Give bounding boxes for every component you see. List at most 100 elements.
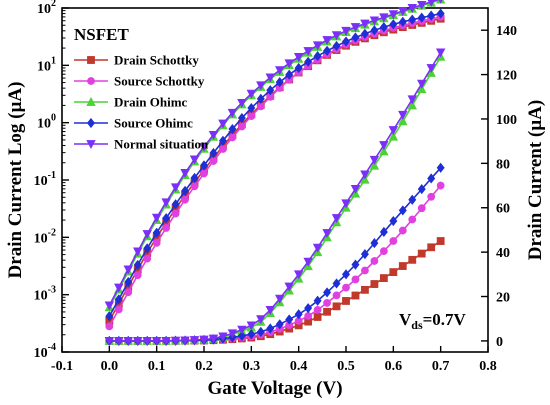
- x-tick-label: 0.5: [337, 359, 355, 374]
- series-linear-point: [360, 249, 369, 260]
- series-log-point: [142, 230, 152, 240]
- x-axis-ticks: -0.1 0.0 0.1 0.2 0.3 0.4 0.5 0.6 0.7 0.8: [51, 346, 497, 374]
- legend-label: Source Schottky: [114, 74, 205, 89]
- series-linear-point: [407, 95, 417, 105]
- series-log-point: [369, 16, 380, 26]
- y-left-tick-exp: -1: [48, 170, 56, 181]
- series-log-point: [124, 288, 133, 297]
- series-log-point: [181, 195, 189, 204]
- series-log-point: [427, 10, 436, 21]
- series-log-point: [152, 227, 161, 238]
- series-linear-point: [332, 291, 341, 300]
- series-linear-point: [342, 297, 350, 305]
- series-log-point: [237, 122, 246, 131]
- series-linear-point: [265, 306, 275, 315]
- series-linear-point: [123, 337, 133, 346]
- series-log-point: [331, 31, 342, 41]
- series-log-point: [285, 69, 294, 80]
- x-tick-label: 0.8: [479, 359, 497, 374]
- series-log-point: [370, 25, 379, 36]
- series-log-point: [218, 135, 227, 146]
- y-left-tick-base: 10: [34, 231, 48, 246]
- y-right-tick-label: 120: [496, 69, 517, 84]
- series-linear-point: [247, 329, 256, 340]
- series-log-point: [199, 142, 209, 152]
- series-log-point: [190, 172, 199, 184]
- series-linear-point: [361, 266, 369, 275]
- series-linear-point: [417, 79, 427, 89]
- series-linear-point: [151, 337, 162, 346]
- series-linear-point: [331, 214, 342, 224]
- series-log-point: [360, 19, 370, 29]
- series-linear-point: [180, 336, 190, 346]
- y-right-tick-label: 40: [496, 246, 510, 261]
- series-linear-point: [398, 226, 407, 235]
- series-linear-point: [351, 291, 360, 300]
- series-log-point: [190, 182, 199, 191]
- y-right-tick-label: 140: [496, 24, 517, 39]
- series-log-point: [256, 93, 265, 104]
- series-log-point: [114, 294, 123, 305]
- series-log-point: [266, 85, 275, 96]
- series-log-point: [133, 271, 142, 280]
- series-log-point: [342, 36, 350, 47]
- series-linear-point: [398, 110, 408, 120]
- series-linear-point: [360, 170, 370, 180]
- vds-annotation-sub: ds: [411, 318, 423, 332]
- series-log-point: [133, 247, 143, 257]
- series-log-point: [417, 12, 426, 23]
- series-log-point: [189, 155, 200, 165]
- series-log-point: [322, 36, 332, 46]
- series-log-point: [105, 322, 114, 331]
- series-linear-point: [351, 259, 360, 270]
- series-linear-point: [332, 302, 341, 311]
- series-linear-point: [398, 116, 408, 126]
- series-log-point: [170, 183, 181, 193]
- series-log-point: [200, 169, 208, 178]
- series-log-point: [151, 213, 162, 223]
- y-left-tick-exp: -4: [48, 342, 56, 353]
- series-linear-point: [388, 131, 399, 141]
- series-linear-point: [294, 309, 303, 320]
- series-linear-point: [189, 336, 200, 346]
- series-log-point: [294, 62, 303, 74]
- series-linear-point: [342, 269, 350, 280]
- x-tick-label: -0.1: [51, 359, 73, 374]
- series-linear-point: [275, 319, 284, 330]
- series-linear-point: [427, 192, 436, 201]
- series-linear-point: [427, 243, 436, 252]
- series-log-point: [313, 50, 322, 62]
- series-log-point: [152, 238, 161, 247]
- series-log-point: [133, 259, 142, 270]
- series-linear-line: [109, 167, 442, 342]
- series-linear-point: [379, 146, 389, 156]
- y-right-tick-label: 20: [496, 291, 510, 306]
- series-layer: [104, 0, 446, 346]
- series-linear-point: [275, 294, 285, 304]
- x-tick-label: 0.4: [290, 359, 308, 374]
- series-linear-point: [303, 257, 313, 267]
- y-left-tick-label: 101: [37, 55, 56, 74]
- series-linear-point: [350, 184, 361, 194]
- series-linear-point: [237, 330, 246, 342]
- series-linear-point: [266, 323, 275, 334]
- series-log-point: [398, 7, 408, 17]
- series-log-point: [284, 59, 294, 69]
- series-linear-point: [398, 205, 407, 216]
- series-linear-point: [323, 287, 332, 298]
- legend-label: Normal situation: [114, 137, 209, 152]
- series-linear-point: [398, 262, 407, 270]
- series-log-point: [293, 53, 304, 63]
- series-log-point: [256, 81, 266, 91]
- series-log-point: [228, 133, 237, 142]
- series-normal-situation: [104, 0, 446, 346]
- series-linear-point: [417, 84, 427, 94]
- series-linear-point: [389, 268, 398, 277]
- series-log-point: [161, 198, 171, 208]
- series-linear-point: [237, 325, 247, 335]
- series-linear-point: [313, 305, 322, 314]
- series-log-point: [123, 265, 133, 275]
- series-log-point: [237, 98, 247, 108]
- vds-annotation: Vds=0.7V: [399, 310, 467, 332]
